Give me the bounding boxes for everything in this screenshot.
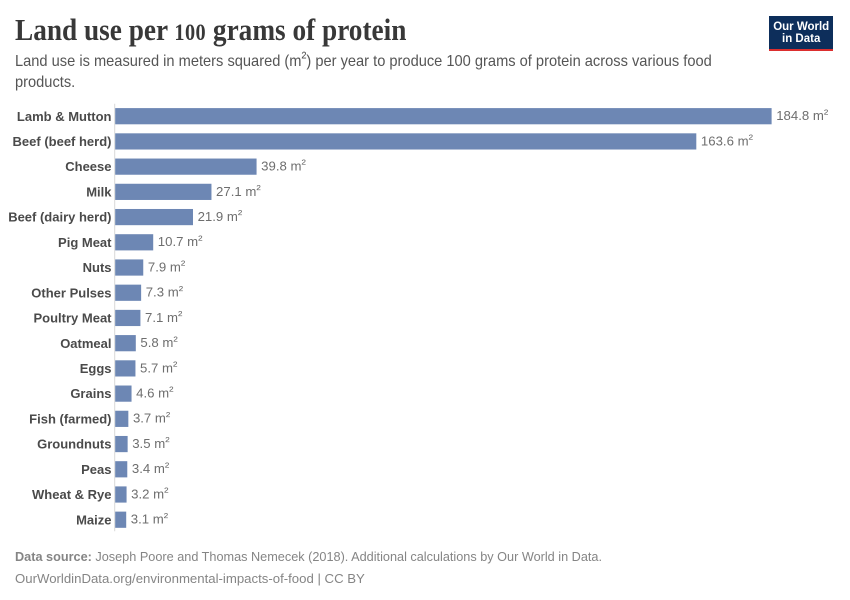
svg-text:Beef (beef herd): Beef (beef herd) bbox=[13, 134, 112, 149]
svg-text:Fish (farmed): Fish (farmed) bbox=[29, 411, 111, 426]
svg-text:Milk: Milk bbox=[86, 184, 112, 199]
svg-text:5.7 m²: 5.7 m² bbox=[140, 358, 178, 375]
svg-text:7.1 m²: 7.1 m² bbox=[145, 308, 183, 325]
svg-text:3.4 m²: 3.4 m² bbox=[132, 459, 170, 476]
svg-text:Oatmeal: Oatmeal bbox=[60, 336, 111, 351]
svg-text:3.7 m²: 3.7 m² bbox=[133, 408, 171, 425]
svg-text:Grains: Grains bbox=[70, 386, 111, 401]
svg-text:3.1 m²: 3.1 m² bbox=[131, 509, 169, 526]
svg-text:Groundnuts: Groundnuts bbox=[37, 437, 111, 452]
svg-text:Beef (dairy herd): Beef (dairy herd) bbox=[8, 210, 111, 225]
svg-text:Eggs: Eggs bbox=[80, 361, 112, 376]
svg-text:Pig Meat: Pig Meat bbox=[58, 235, 112, 250]
svg-text:Wheat & Rye: Wheat & Rye bbox=[32, 487, 111, 502]
svg-text:Nuts: Nuts bbox=[83, 260, 112, 275]
svg-text:27.1 m²: 27.1 m² bbox=[216, 181, 261, 198]
svg-text:163.6 m²: 163.6 m² bbox=[701, 131, 754, 148]
svg-text:5.8 m²: 5.8 m² bbox=[140, 333, 178, 350]
svg-text:Cheese: Cheese bbox=[65, 159, 111, 174]
svg-text:Maize: Maize bbox=[76, 512, 111, 527]
svg-text:39.8 m²: 39.8 m² bbox=[261, 156, 306, 173]
svg-text:Peas: Peas bbox=[81, 462, 111, 477]
svg-text:4.6 m²: 4.6 m² bbox=[136, 383, 174, 400]
svg-text:3.2 m²: 3.2 m² bbox=[131, 484, 169, 501]
svg-text:7.9 m²: 7.9 m² bbox=[148, 257, 186, 274]
svg-text:184.8 m²: 184.8 m² bbox=[776, 106, 829, 123]
svg-text:Poultry Meat: Poultry Meat bbox=[33, 311, 112, 326]
svg-text:7.3 m²: 7.3 m² bbox=[146, 282, 184, 299]
svg-text:21.9 m²: 21.9 m² bbox=[198, 207, 243, 224]
svg-text:10.7 m²: 10.7 m² bbox=[158, 232, 203, 249]
svg-text:Other Pulses: Other Pulses bbox=[31, 285, 111, 300]
svg-text:3.5 m²: 3.5 m² bbox=[132, 434, 170, 451]
svg-text:Lamb & Mutton: Lamb & Mutton bbox=[17, 109, 112, 124]
